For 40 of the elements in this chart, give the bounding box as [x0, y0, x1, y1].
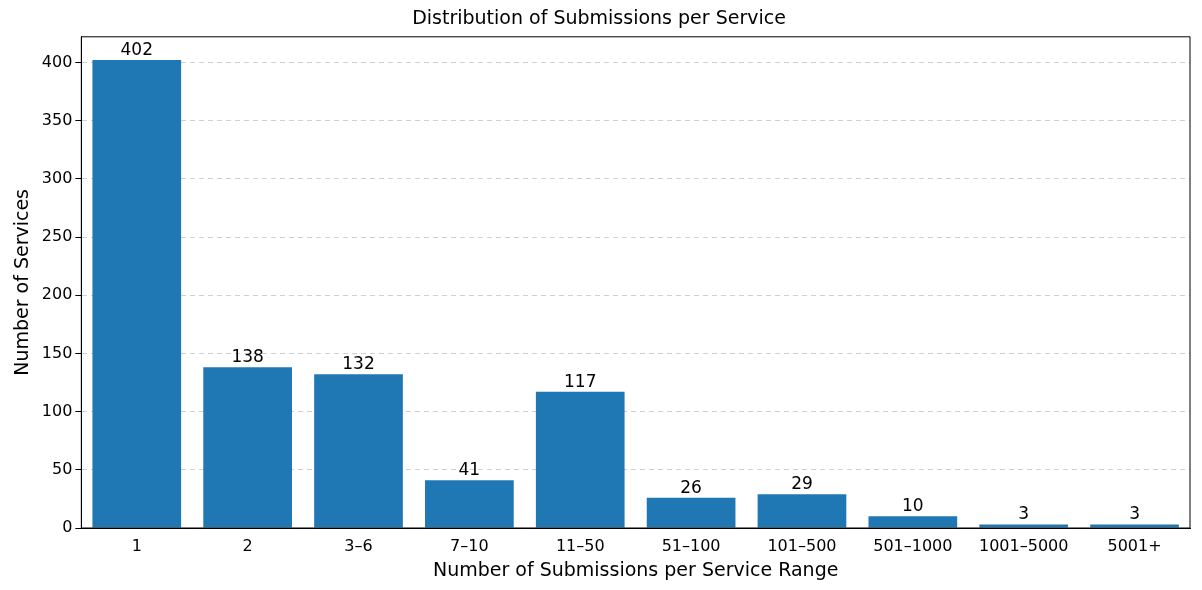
y-tick-label: 200: [41, 284, 73, 304]
y-tick-label: 400: [41, 51, 73, 71]
y-tick-label: 100: [41, 400, 73, 420]
x-tick-label: 101–500: [767, 535, 837, 555]
x-tick-label: 501–1000: [873, 535, 953, 555]
bar: [757, 494, 847, 528]
x-axis-title: Number of Submissions per Service Range: [432, 557, 839, 580]
y-tick-label: 250: [41, 226, 73, 246]
bar: [646, 497, 736, 528]
x-tick-label: 7–10: [450, 535, 489, 555]
x-tick-label: 5001+: [1107, 535, 1162, 555]
x-tick-label: 2: [242, 535, 253, 555]
data-label: 26: [680, 476, 702, 497]
data-label: 3: [1129, 503, 1140, 524]
data-label: 402: [120, 39, 153, 59]
y-axis-title: Number of Services: [10, 188, 33, 376]
x-tick-label: 1: [131, 535, 142, 555]
y-tick-label: 0: [62, 517, 73, 537]
y-tick-label: 150: [41, 342, 73, 362]
bar: [535, 391, 625, 528]
bar: [425, 480, 514, 528]
data-label: 117: [564, 370, 597, 391]
data-label: 10: [902, 495, 924, 516]
bar: [314, 374, 403, 528]
x-tick-label: 1001–5000: [978, 535, 1069, 555]
bar: [868, 516, 958, 528]
x-tick-label: 11–50: [555, 535, 605, 555]
x-tick-label: 3–6: [344, 535, 373, 555]
y-tick-label: 50: [51, 458, 73, 478]
data-label: 41: [458, 459, 481, 480]
y-tick-label: 300: [41, 167, 73, 187]
y-tick-label: 350: [41, 109, 73, 129]
data-label: 138: [231, 346, 264, 367]
bar: [203, 367, 292, 528]
data-label: 29: [791, 473, 813, 494]
x-tick-label: 51–100: [661, 535, 721, 555]
bar: [92, 60, 182, 528]
chart-title: Distribution of Submissions per Service: [412, 6, 786, 29]
data-label: 3: [1018, 503, 1030, 524]
data-label: 132: [342, 353, 375, 374]
